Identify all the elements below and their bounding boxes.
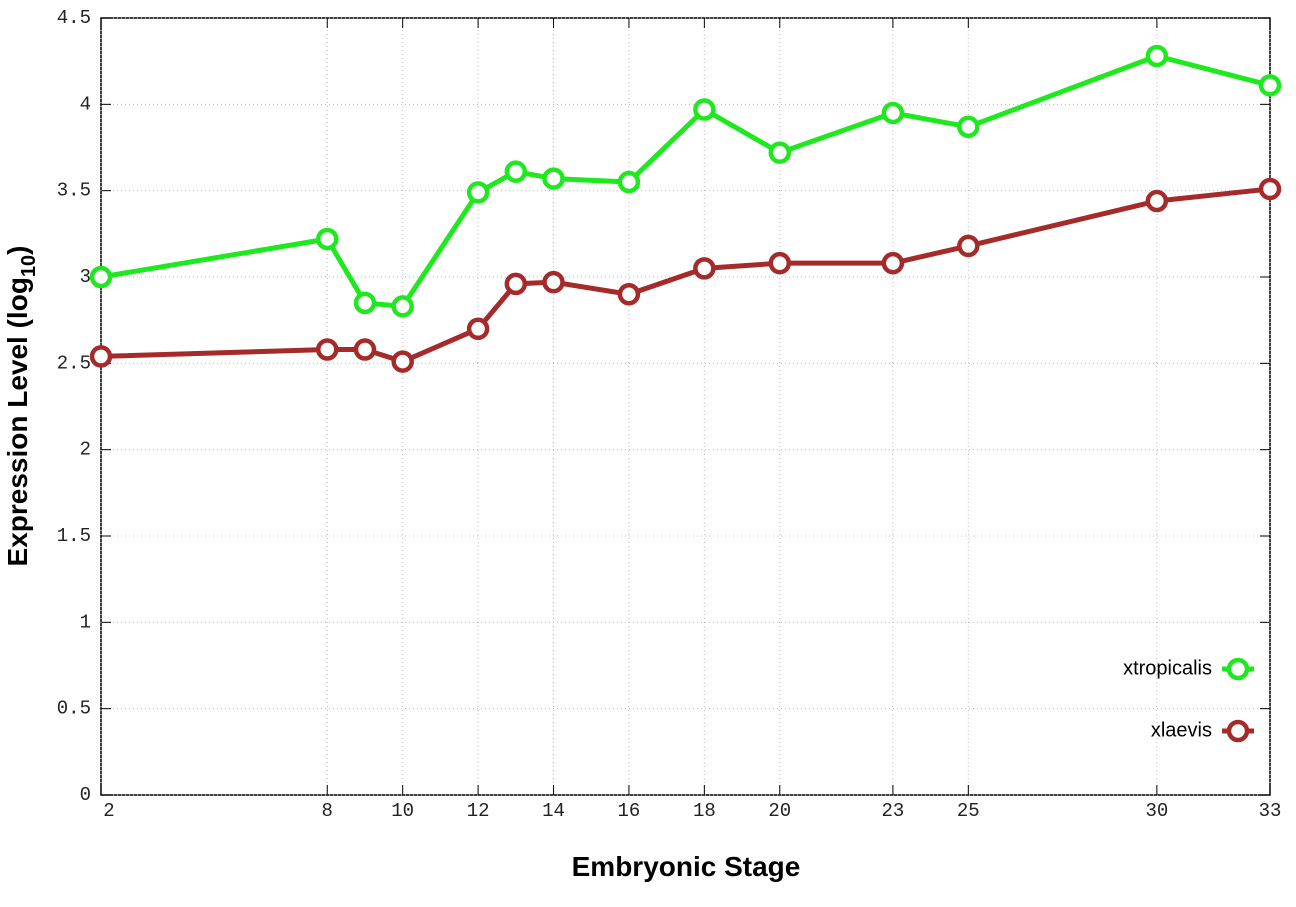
data-point <box>391 295 414 318</box>
data-point <box>617 170 641 194</box>
y-tick-label: 1 <box>80 611 91 633</box>
x-tick-label: 10 <box>391 800 414 822</box>
data-point <box>353 338 377 361</box>
x-tick-label: 18 <box>693 800 716 822</box>
y-label-subscript: 10 <box>18 255 40 277</box>
data-point <box>768 141 792 164</box>
data-point <box>1258 177 1282 201</box>
y-tick-label: 4 <box>80 93 91 115</box>
data-point <box>881 251 905 275</box>
data-point <box>89 345 113 368</box>
data-point <box>504 160 528 183</box>
data-point <box>504 272 528 296</box>
x-tick-label: 12 <box>467 800 490 822</box>
plot-frame <box>100 17 1271 796</box>
data-point <box>693 257 716 280</box>
data-point <box>89 265 113 289</box>
legend-marker <box>1226 657 1250 681</box>
y-tick-label: 1.5 <box>57 525 91 547</box>
data-point <box>1145 44 1169 68</box>
y-label-text: Expression Level (log <box>2 277 33 566</box>
series-line <box>100 53 1271 309</box>
y-tick-label: 0.5 <box>57 698 91 720</box>
data-point <box>957 115 980 139</box>
data-point <box>316 338 339 361</box>
y-tick-label: 0 <box>80 784 91 806</box>
x-tick-label: 25 <box>957 800 980 822</box>
y-tick-label: 4.5 <box>57 7 91 29</box>
x-tick-label: 23 <box>881 800 904 822</box>
x-tick-label: 16 <box>618 800 641 822</box>
series-line <box>100 186 1271 365</box>
data-point <box>1145 189 1169 213</box>
data-point <box>353 291 377 315</box>
data-point <box>466 181 490 204</box>
x-tick-label: 30 <box>1145 800 1168 822</box>
y-tick-label: 3.5 <box>57 180 91 202</box>
y-tick-label: 2.5 <box>57 352 91 374</box>
data-point <box>542 167 565 190</box>
data-point <box>768 251 792 275</box>
legend-label: xtropicalis <box>1123 657 1212 679</box>
data-point <box>391 350 414 373</box>
y-tick-label: 2 <box>80 439 91 461</box>
y-label-suffix: ) <box>2 246 33 255</box>
x-tick-label: 33 <box>1259 800 1282 822</box>
x-tick-label: 8 <box>322 800 333 822</box>
x-axis-label: Embryonic Stage <box>572 851 801 882</box>
data-point <box>542 270 565 294</box>
data-point <box>316 227 339 251</box>
x-tick-label: 20 <box>768 800 791 822</box>
x-tick-label: 14 <box>542 800 565 822</box>
data-point <box>693 98 716 121</box>
data-point <box>617 283 641 306</box>
y-axis-label: Expression Level (log10) <box>2 246 40 567</box>
legend-marker <box>1226 719 1250 743</box>
data-point <box>466 317 490 341</box>
data-point <box>881 101 905 125</box>
legend-label: xlaevis <box>1151 719 1212 741</box>
y-tick-label: 3 <box>80 266 91 288</box>
data-point <box>957 234 980 258</box>
data-point <box>1258 74 1282 97</box>
x-tick-label: 2 <box>103 800 114 822</box>
